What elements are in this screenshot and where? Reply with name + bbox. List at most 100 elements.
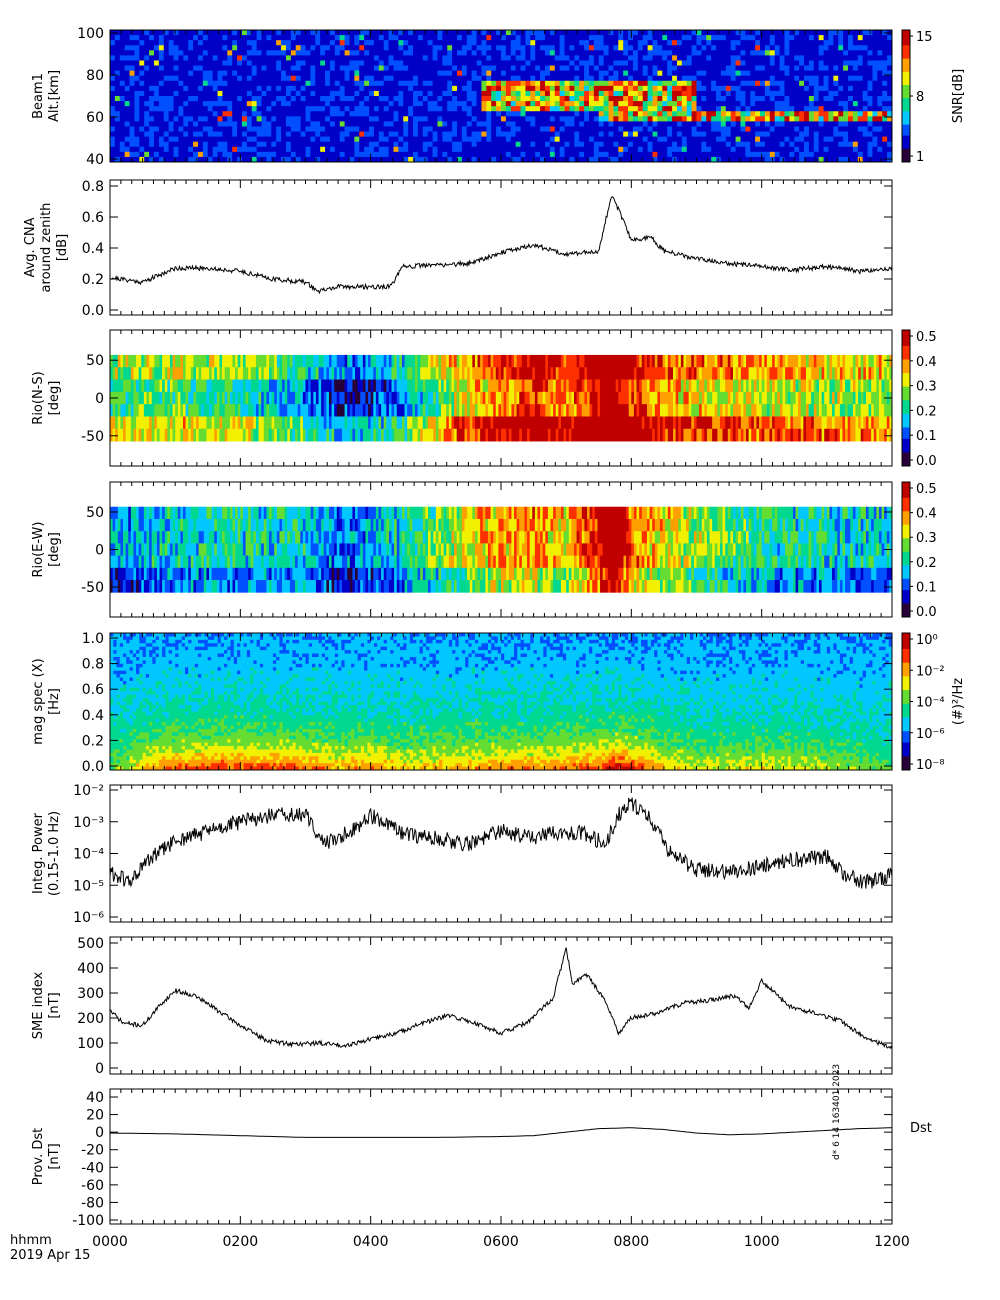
- beam1-cell: [159, 50, 164, 55]
- beam1-cell: [604, 142, 609, 147]
- beam1-cell: [701, 106, 706, 111]
- rio-ns-cell: [373, 380, 376, 393]
- beam1-cell: [589, 116, 594, 121]
- beam1-cell: [301, 60, 306, 65]
- beam1-cell: [697, 137, 702, 142]
- beam1-cell: [799, 126, 804, 131]
- beam1-cell: [486, 96, 491, 101]
- beam1-cell: [330, 35, 335, 40]
- beam1-cell: [374, 50, 379, 55]
- beam1-cell: [398, 50, 403, 55]
- beam1-cell: [237, 132, 242, 137]
- rio-ns-cell: [264, 429, 267, 442]
- rio-ns-cell: [206, 355, 209, 368]
- beam1-cell: [418, 147, 423, 152]
- beam1-cell: [565, 76, 570, 81]
- beam1-cell: [667, 106, 672, 111]
- rio-ns-cell: [206, 416, 209, 429]
- beam1-cell: [359, 101, 364, 106]
- beam1-cell: [780, 96, 785, 101]
- rio-ns-cell: [233, 416, 236, 429]
- beam1-ytick-label: 100: [77, 26, 104, 42]
- beam1-cell: [535, 101, 540, 106]
- rio-ns-cell: [225, 429, 228, 442]
- rio-ns-cell: [243, 355, 246, 368]
- beam1-cell: [149, 96, 154, 101]
- beam1-cell: [125, 45, 130, 50]
- beam1-cell: [775, 86, 780, 91]
- beam1-cell: [247, 116, 252, 121]
- beam1-cell: [139, 101, 144, 106]
- rio-ns-cell: [248, 404, 251, 417]
- beam1-cell: [257, 106, 262, 111]
- beam1-cell: [159, 40, 164, 45]
- beam1-cell: [276, 132, 281, 137]
- beam1-cell: [667, 86, 672, 91]
- beam1-cell: [491, 142, 496, 147]
- beam1-cell: [794, 137, 799, 142]
- beam1-cell: [262, 137, 267, 142]
- beam1-cell: [677, 40, 682, 45]
- beam1-cell: [301, 101, 306, 106]
- beam1-cell: [403, 132, 408, 137]
- beam1-cell: [838, 55, 843, 60]
- beam1-cell: [775, 71, 780, 76]
- beam1-cell: [677, 66, 682, 71]
- beam1-cell: [833, 152, 838, 157]
- beam1-cell: [183, 126, 188, 131]
- beam1-cell: [115, 137, 120, 142]
- beam1-cell: [638, 101, 643, 106]
- beam1-cell: [648, 81, 653, 86]
- beam1-cell: [389, 132, 394, 137]
- rio-ns-cell: [183, 392, 186, 405]
- rio-ns-cell: [342, 404, 345, 417]
- rio-ns-cell: [365, 367, 368, 380]
- beam1-cell: [765, 121, 770, 126]
- beam1-cell: [609, 50, 614, 55]
- beam1-cell: [780, 60, 785, 65]
- beam1-cell: [320, 45, 325, 50]
- beam1-cell: [853, 66, 858, 71]
- beam1-cell: [633, 101, 638, 106]
- beam1-cell: [306, 91, 311, 96]
- beam1-cell: [149, 116, 154, 121]
- beam1-cell: [667, 132, 672, 137]
- beam1-cell: [203, 91, 208, 96]
- rio-ns-cell: [360, 392, 363, 405]
- beam1-cell: [354, 35, 359, 40]
- rio-ns-cell: [339, 355, 342, 368]
- beam1-cell: [281, 106, 286, 111]
- beam1-cell: [535, 116, 540, 121]
- rio-ns-cell: [167, 355, 170, 368]
- beam1-cell: [349, 40, 354, 45]
- beam1-cell: [306, 116, 311, 121]
- beam1-cell: [403, 111, 408, 116]
- beam1-cell: [530, 152, 535, 157]
- beam1-cell: [716, 35, 721, 40]
- beam1-cell: [589, 66, 594, 71]
- beam1-cell: [139, 45, 144, 50]
- beam1-cell: [291, 30, 296, 35]
- beam1-cell: [692, 81, 697, 86]
- beam1-cell: [486, 142, 491, 147]
- beam1-cell: [281, 142, 286, 147]
- rio-ns-cell: [115, 355, 118, 368]
- beam1-cell: [765, 111, 770, 116]
- beam1-cell: [139, 66, 144, 71]
- beam1-cell: [369, 45, 374, 50]
- beam1-cell: [824, 35, 829, 40]
- beam1-cell: [804, 40, 809, 45]
- beam1-cell: [628, 147, 633, 152]
- beam1-cell: [780, 116, 785, 121]
- beam1-cell: [125, 126, 130, 131]
- beam1-cell: [437, 126, 442, 131]
- rio-ns-cell: [376, 429, 379, 442]
- beam1-cell: [271, 101, 276, 106]
- beam1-cell: [433, 35, 438, 40]
- beam1-cell: [828, 45, 833, 50]
- beam1-cell: [872, 106, 877, 111]
- beam1-cell: [276, 116, 281, 121]
- beam1-cell: [716, 111, 721, 116]
- rio-ns-cell: [279, 404, 282, 417]
- beam1-cell: [369, 81, 374, 86]
